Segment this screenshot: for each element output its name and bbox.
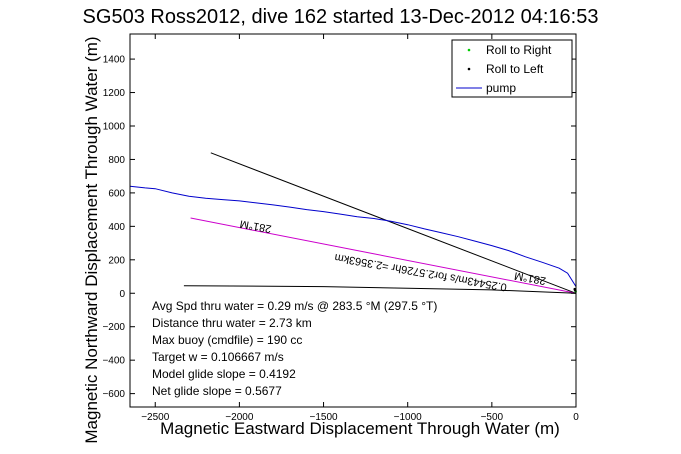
y-tick-label: 1400 <box>103 55 126 66</box>
y-tick-label: 1000 <box>103 121 126 132</box>
y-tick-label: 600 <box>108 188 125 199</box>
y-tick-label: 0 <box>119 289 125 300</box>
line-annotation: 281°M <box>239 217 273 234</box>
y-tick-label: −600 <box>102 389 125 400</box>
line-annotation: 281°M <box>513 269 547 286</box>
x-tick-label: −2000 <box>225 412 254 423</box>
series-line-pump <box>129 185 577 287</box>
y-tick-label: 800 <box>108 155 125 166</box>
plot-frame <box>129 33 577 408</box>
x-tick-label: −500 <box>481 412 504 423</box>
y-tick-label: 200 <box>108 255 125 266</box>
y-tick-label: −400 <box>102 356 125 367</box>
x-tick-label: 0 <box>573 412 579 423</box>
x-tick-label: −1000 <box>394 412 423 423</box>
info-text-line: Target w = 0.106667 m/s <box>152 350 284 364</box>
info-text-line: Net glide slope = 0.5677 <box>152 384 282 398</box>
info-text-line: Model glide slope = 0.4192 <box>152 367 296 381</box>
info-text-line: Avg Spd thru water = 0.29 m/s @ 283.5 °M… <box>152 299 437 313</box>
info-text-block: Avg Spd thru water = 0.29 m/s @ 283.5 °M… <box>152 299 437 398</box>
reference-line <box>190 217 577 294</box>
y-tick-label: 400 <box>108 222 125 233</box>
legend-label: pump <box>486 81 516 95</box>
info-text-line: Distance thru water = 2.73 km <box>152 316 312 330</box>
reference-line <box>183 285 577 294</box>
x-tick-label: −1500 <box>310 412 339 423</box>
legend-swatch <box>467 67 471 71</box>
y-tick-label: −200 <box>102 322 125 333</box>
legend-label: Roll to Left <box>486 62 544 76</box>
legend: Roll to Right Roll to Left pump <box>451 39 573 98</box>
x-ticks: −2500 −2000 −1500 −1000 −500 0 <box>141 34 579 423</box>
legend-swatch <box>467 48 471 52</box>
y-tick-label: 1200 <box>103 88 126 99</box>
info-text-line: Max buoy (cmdfile) = 190 cc <box>152 333 302 347</box>
y-ticks: −600 −400 −200 0 200 400 600 800 1000 1200 1400 <box>102 55 576 400</box>
reference-line <box>210 152 577 294</box>
x-axis-label: Magnetic Eastward Displacement Through W… <box>160 419 560 438</box>
chart-title: SG503 Ross2012, dive 162 started 13-Dec-… <box>82 6 599 28</box>
legend-label: Roll to Right <box>486 43 552 57</box>
reference-lines <box>183 152 577 294</box>
x-tick-label: −2500 <box>141 412 170 423</box>
